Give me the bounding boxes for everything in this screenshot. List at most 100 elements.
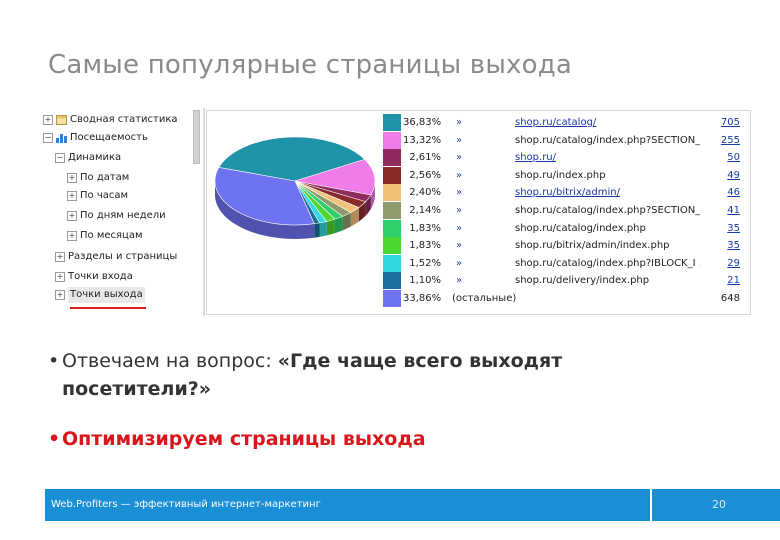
expand-icon[interactable]: + bbox=[67, 211, 77, 221]
others-label: (остальные) bbox=[452, 293, 517, 304]
page-url[interactable]: shop.ru/bitrix/admin/index.php bbox=[515, 240, 670, 252]
collapse-icon[interactable]: − bbox=[43, 133, 53, 143]
tree-item[interactable]: − Динамика bbox=[55, 150, 121, 166]
bar-chart-icon bbox=[56, 133, 67, 143]
expand-icon[interactable]: + bbox=[67, 191, 77, 201]
open-link-icon[interactable]: » bbox=[456, 240, 463, 252]
pie-wall bbox=[334, 216, 343, 234]
pie-wall bbox=[319, 221, 327, 237]
stats-screenshot: + Сводная статистика − Посещаемость − Динамик… bbox=[43, 108, 751, 316]
expand-icon[interactable]: + bbox=[67, 173, 77, 183]
expand-icon[interactable]: + bbox=[43, 115, 53, 125]
exit-count[interactable]: 46 bbox=[727, 187, 740, 199]
tree-item[interactable]: + Точки входа bbox=[55, 269, 133, 285]
percent-value: 1,52% bbox=[409, 257, 441, 269]
expand-icon[interactable]: + bbox=[67, 231, 77, 241]
page-number: 20 bbox=[652, 489, 780, 521]
page-url[interactable]: shop.ru/ bbox=[515, 152, 557, 164]
tree-item[interactable]: + По датам bbox=[67, 170, 129, 186]
tree-item[interactable]: + Сводная статистика bbox=[43, 112, 178, 128]
legend-row: 2,61% » shop.ru/50 bbox=[383, 149, 748, 167]
pie-wall bbox=[342, 212, 351, 231]
report-panel: 36,83% » shop.ru/catalog/705 13,32% » shop.ru… bbox=[206, 110, 751, 315]
splitter[interactable] bbox=[203, 108, 205, 316]
page-url[interactable]: shop.ru/delivery/index.php bbox=[515, 275, 650, 287]
selection-underline bbox=[70, 307, 146, 309]
page-url[interactable]: shop.ru/bitrix/admin/ bbox=[515, 187, 620, 199]
tree-item-label: Разделы и страницы bbox=[68, 251, 178, 262]
bullet-question: • Отвечаем на вопрос: «Где чаще всего вых… bbox=[48, 350, 563, 400]
page-url[interactable]: shop.ru/index.php bbox=[515, 169, 606, 181]
percent-value: 2,61% bbox=[409, 152, 441, 164]
open-link-icon[interactable]: » bbox=[456, 205, 463, 216]
open-link-icon[interactable]: » bbox=[456, 152, 463, 164]
scrollbar-thumb[interactable] bbox=[193, 110, 200, 164]
page-title: Самые популярные страницы выхода bbox=[48, 50, 573, 80]
exit-count[interactable]: 50 bbox=[727, 152, 740, 164]
open-link-icon[interactable]: » bbox=[456, 275, 463, 287]
exit-count[interactable]: 255 bbox=[720, 134, 740, 146]
open-link-icon[interactable]: » bbox=[456, 222, 463, 234]
nav-tree: + Сводная статистика − Посещаемость − Динамик… bbox=[43, 108, 193, 316]
color-swatch bbox=[383, 202, 401, 219]
color-swatch bbox=[383, 272, 401, 290]
tree-item-label: По часам bbox=[80, 190, 129, 201]
legend-row: 2,14% » shop.ru/catalog/index.php?SECTION_… bbox=[383, 202, 748, 219]
page-url[interactable]: shop.ru/catalog/index.php?SECTION_ ... bbox=[515, 205, 700, 216]
exit-count[interactable]: 705 bbox=[720, 117, 740, 128]
legend-row: 1,10% » shop.ru/delivery/index.php 21 bbox=[383, 272, 748, 290]
pie-slice[interactable] bbox=[218, 136, 366, 182]
footer-text: Web.Profiters — эффективный интернет-мар… bbox=[51, 499, 321, 510]
bullet-optimize: •Оптимизируем страницы выхода bbox=[48, 428, 426, 450]
exit-count[interactable]: 35 bbox=[727, 222, 740, 234]
exit-count[interactable]: 29 bbox=[727, 257, 740, 269]
open-link-icon[interactable]: » bbox=[456, 134, 463, 146]
tree-item-label: Динамика bbox=[68, 152, 122, 163]
page-url[interactable]: shop.ru/catalog/index.php bbox=[515, 222, 646, 234]
tree-item[interactable]: + По часам bbox=[67, 188, 128, 204]
page-url[interactable]: shop.ru/catalog/index.php?IBLOCK_I ... bbox=[515, 257, 700, 269]
pie-wall bbox=[365, 194, 371, 216]
percent-value: 33,86% bbox=[403, 293, 442, 304]
tree-item[interactable]: + Точки выхода bbox=[55, 287, 145, 303]
exit-count[interactable]: 41 bbox=[727, 205, 740, 216]
legend-row: 1,83% » shop.ru/bitrix/admin/index.php 35 bbox=[383, 237, 748, 255]
expand-icon[interactable]: + bbox=[55, 272, 65, 282]
percent-value: 2,56% bbox=[409, 169, 441, 181]
open-link-icon[interactable]: » bbox=[456, 169, 463, 181]
page-url[interactable]: shop.ru/catalog/index.php?SECTION_ ... bbox=[515, 134, 700, 146]
expand-icon[interactable]: + bbox=[55, 252, 65, 262]
percent-value: 2,40% bbox=[409, 187, 441, 199]
tree-item-label: Сводная статистика bbox=[70, 114, 178, 125]
legend-row: 1,83% » shop.ru/catalog/index.php 35 bbox=[383, 219, 748, 237]
tree-item[interactable]: + По дням недели bbox=[67, 208, 166, 224]
percent-value: 1,10% bbox=[409, 275, 441, 287]
page-url[interactable]: shop.ru/catalog/ bbox=[515, 117, 597, 128]
footer-bar: Web.Profiters — эффективный интернет-мар… bbox=[45, 489, 650, 521]
tree-item[interactable]: + По месяцам bbox=[67, 228, 143, 244]
exit-count[interactable]: 21 bbox=[727, 275, 740, 287]
pie-chart bbox=[214, 136, 376, 239]
pie-wall bbox=[350, 207, 359, 227]
collapse-icon[interactable]: − bbox=[55, 153, 65, 163]
pie-wall bbox=[326, 219, 335, 236]
color-swatch bbox=[383, 114, 401, 131]
tree-item-label: По месяцам bbox=[80, 230, 143, 241]
open-link-icon[interactable]: » bbox=[456, 257, 463, 269]
legend-row: 2,56% » shop.ru/index.php 49 bbox=[383, 166, 748, 184]
percent-value: 1,83% bbox=[409, 240, 441, 252]
percent-value: 2,14% bbox=[409, 205, 441, 216]
tree-item[interactable]: + Разделы и страницы bbox=[55, 249, 177, 265]
color-swatch bbox=[383, 219, 401, 237]
open-link-icon[interactable]: » bbox=[456, 117, 463, 128]
expand-icon[interactable]: + bbox=[55, 290, 65, 300]
exit-count[interactable]: 35 bbox=[727, 240, 740, 252]
tree-item[interactable]: − Посещаемость bbox=[43, 130, 148, 146]
exit-count[interactable]: 49 bbox=[727, 169, 740, 181]
pie-slice[interactable] bbox=[214, 167, 315, 226]
tree-item-label: Посещаемость bbox=[70, 132, 148, 143]
color-swatch bbox=[383, 290, 401, 307]
pie-slice[interactable] bbox=[294, 159, 376, 196]
tree-item-label: Точки входа bbox=[68, 271, 133, 282]
open-link-icon[interactable]: » bbox=[456, 187, 463, 199]
